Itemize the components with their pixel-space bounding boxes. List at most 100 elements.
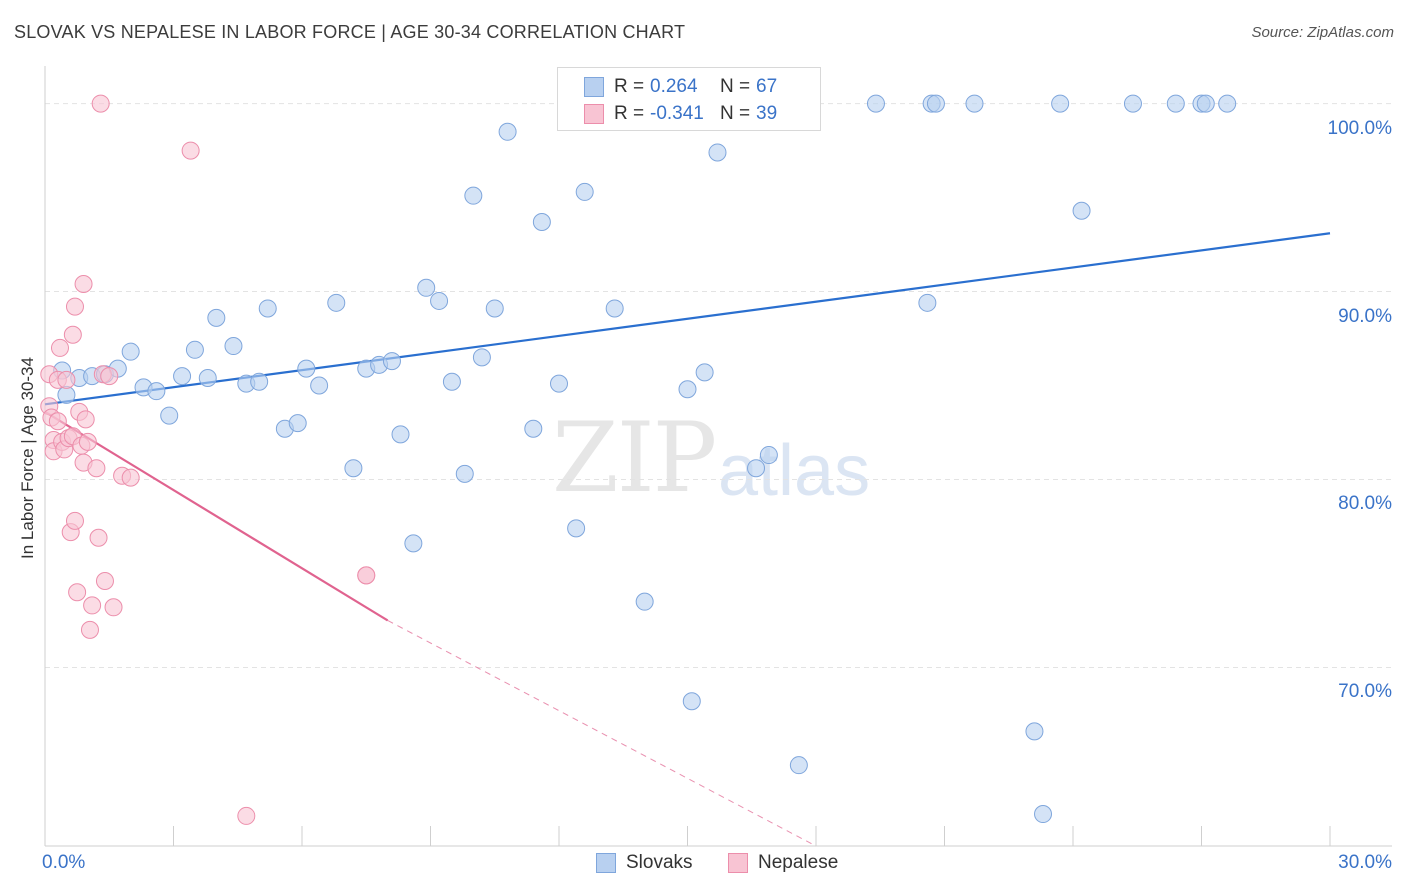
y-tick-label-70: 70.0% [1338, 681, 1392, 703]
slovaks-point [455, 464, 474, 483]
nepalese-point [89, 528, 108, 547]
nepalese-point [74, 275, 93, 294]
nepalese-point [48, 412, 67, 431]
slovaks-point [391, 425, 410, 444]
slovaks-point [344, 459, 363, 478]
nepalese-point [95, 571, 114, 590]
slovaks-point [464, 186, 483, 205]
slovaks-point [207, 308, 226, 327]
nepalese-point [65, 511, 84, 530]
slovaks-point [404, 534, 423, 553]
nepalese-point [181, 141, 200, 160]
slovaks-point [442, 372, 461, 391]
nepalese-point [357, 566, 376, 585]
bottom-slovaks-swatch [596, 853, 616, 873]
slovaks-point [160, 406, 179, 425]
slovaks-point [198, 369, 217, 387]
slovaks-point [1034, 805, 1053, 824]
slovaks-point [1072, 201, 1091, 220]
nepalese-point [65, 297, 84, 316]
slovaks-point [430, 291, 449, 310]
watermark-atlas: atlas [718, 431, 871, 511]
slovaks-point [310, 376, 329, 395]
slovaks-point [1218, 94, 1237, 113]
nepalese-trend-line [44, 410, 389, 622]
slovaks-point [708, 143, 727, 162]
data-points [40, 94, 1237, 825]
chart-title: SLOVAK VS NEPALESE IN LABOR FORCE | AGE … [14, 22, 686, 42]
nepalese-point [57, 370, 76, 389]
slovaks-point [224, 337, 243, 356]
slovaks-point [288, 414, 307, 433]
axes [44, 66, 1392, 847]
slovaks-point [918, 293, 937, 312]
slovaks-point [1025, 722, 1044, 741]
nepalese-point [121, 468, 140, 487]
slovaks-point [297, 359, 316, 378]
slovaks-point [575, 182, 594, 201]
bottom-nepalese-label: Nepalese [758, 852, 839, 873]
correlation-legend: R = 0.264 N = 67 R = -0.341 N = 39 [557, 67, 821, 131]
slovaks-point [1051, 94, 1070, 113]
slovaks-point [147, 382, 166, 401]
bottom-nepalese-swatch [728, 853, 748, 873]
nepalese-r-value: -0.341 [650, 103, 704, 124]
nepalese-point [237, 806, 256, 825]
nepalese-point [91, 94, 110, 113]
nepalese-point [87, 459, 106, 478]
nepalese-point [76, 410, 95, 429]
slovaks-point [532, 213, 551, 231]
legend-row-slovaks: R = 0.264 N = 67 [584, 74, 777, 100]
y-tick-label-100: 100.0% [1327, 117, 1392, 139]
slovaks-point [524, 419, 543, 438]
nepalese-trend-line-extrapolated [387, 620, 817, 847]
bottom-legend-slovaks: Slovaks [596, 852, 693, 874]
slovaks-point [926, 94, 945, 113]
slovaks-point [789, 756, 808, 775]
slovaks-point [759, 446, 778, 465]
bottom-slovaks-label: Slovaks [626, 852, 693, 873]
slovaks-r-label: R = [614, 76, 645, 97]
slovaks-swatch [584, 77, 604, 97]
slovaks-point [567, 519, 586, 538]
legend-row-nepalese: R = -0.341 N = 39 [584, 101, 777, 127]
slovaks-trend-line [44, 232, 1331, 406]
slovaks-point [185, 340, 204, 359]
nepalese-point [80, 620, 99, 639]
slovaks-point [382, 352, 401, 371]
x-tick-label-max: 30.0% [1338, 852, 1392, 873]
slovaks-point [173, 367, 192, 386]
source-label: Source: ZipAtlas.com [1251, 24, 1394, 41]
nepalese-point [83, 596, 102, 615]
slovaks-point [678, 380, 697, 399]
slovaks-point [550, 374, 568, 393]
slovaks-n-label: N = [720, 76, 751, 97]
slovaks-r-value: 0.264 [650, 76, 698, 97]
trend-lines [44, 232, 1331, 847]
nepalese-n-value: 39 [756, 103, 778, 124]
slovaks-point [258, 299, 277, 318]
watermark-zip: ZIP [552, 402, 717, 514]
slovaks-point [250, 372, 269, 391]
nepalese-swatch [584, 104, 604, 124]
x-tick-label-min: 0.0% [42, 852, 86, 873]
nepalese-point [68, 583, 87, 602]
nepalese-point [63, 325, 82, 344]
slovaks-point [695, 363, 714, 382]
y-tick-label-80: 80.0% [1338, 493, 1392, 515]
slovaks-point [327, 293, 346, 312]
nepalese-point [78, 432, 97, 451]
slovaks-point [57, 385, 76, 404]
y-tick-label-90: 90.0% [1338, 305, 1392, 327]
slovaks-point [1123, 94, 1142, 113]
nepalese-n-label: N = [720, 103, 751, 124]
slovaks-point [635, 592, 654, 611]
slovaks-point [417, 278, 436, 297]
slovaks-point [1166, 94, 1185, 113]
nepalese-point [100, 367, 119, 386]
slovaks-n-value: 67 [756, 76, 778, 97]
bottom-legend-nepalese: Nepalese [728, 852, 838, 874]
slovaks-point [1196, 94, 1215, 113]
nepalese-r-label: R = [614, 103, 645, 124]
